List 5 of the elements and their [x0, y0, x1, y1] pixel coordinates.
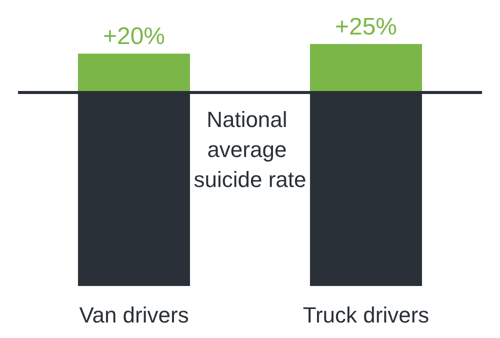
x-tick-label: Van drivers [79, 302, 189, 328]
ref-line-label: National average suicide rate [194, 106, 306, 192]
data-label: +25% [334, 14, 398, 40]
data-label: +20% [102, 23, 166, 50]
x-tick-label: Truck drivers [302, 302, 430, 328]
